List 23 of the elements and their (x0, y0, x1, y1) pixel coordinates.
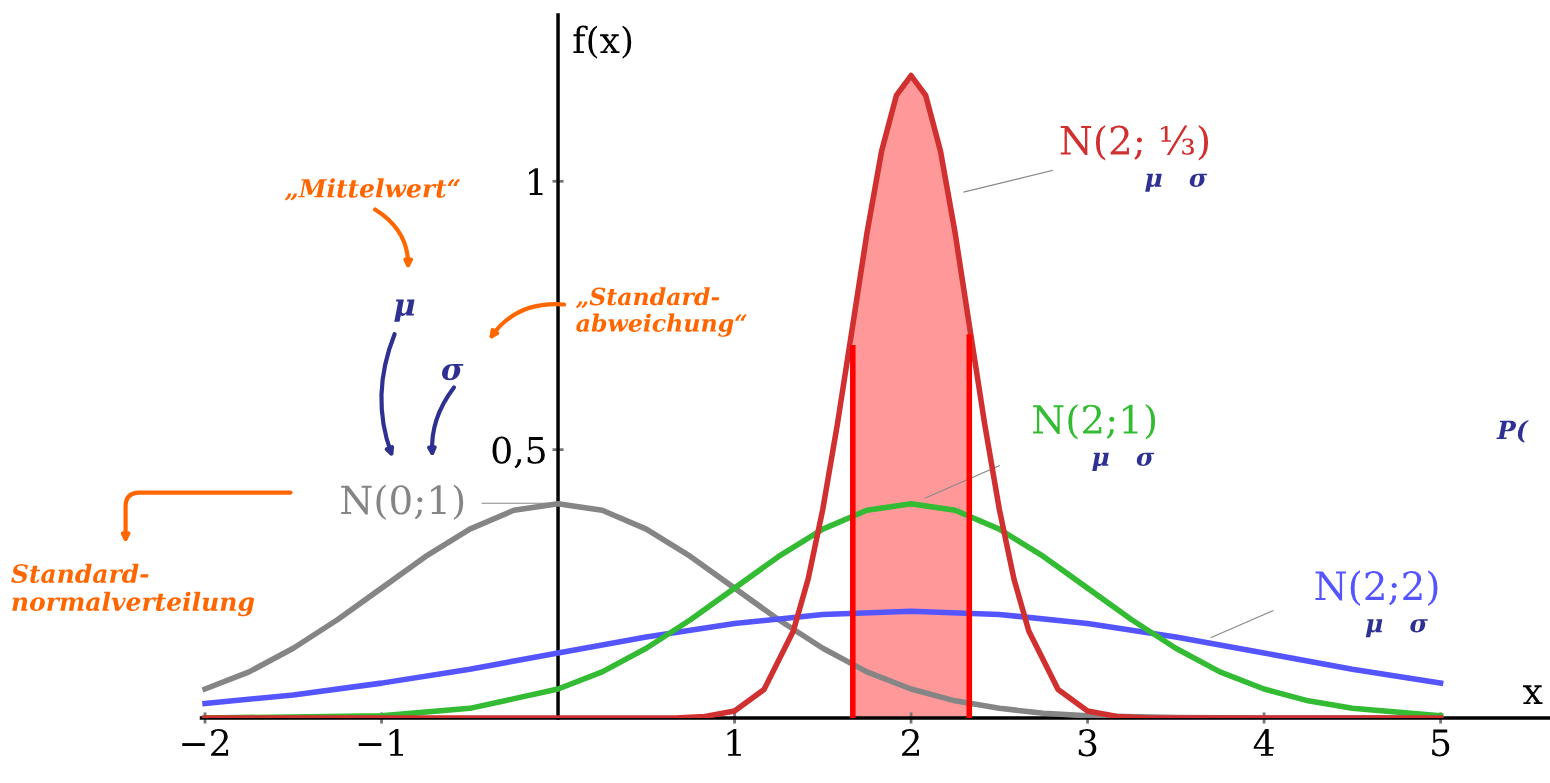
annotation: „Standard- abweichung“ (576, 287, 747, 337)
x-tick-label: −2 (182, 729, 229, 756)
series-label: N(2;2) (1315, 570, 1438, 606)
annotation: σ (441, 364, 464, 381)
series-label: N(0;1) (341, 484, 464, 521)
x-tick-label: 5 (1432, 729, 1450, 757)
x-tick-label: 4 (1253, 729, 1274, 756)
y-tick-label: 0,5 (492, 436, 545, 469)
x-tick-label: −1 (358, 729, 404, 756)
annotation: „Mittelwert“ (284, 178, 460, 201)
annotation: μ (394, 299, 415, 322)
x-tick-label: 3 (1078, 729, 1097, 757)
x-tick-label: 2 (902, 729, 919, 756)
annotation: Standard- normalverteilung (11, 563, 255, 617)
annotation: μ σ (1365, 619, 1428, 638)
annotation: P( (1496, 419, 1529, 443)
annotation: μ σ (1092, 452, 1155, 471)
text: N(2;1) (1033, 403, 1156, 440)
text: N(2; ⅓) (1060, 124, 1209, 161)
annotation: μ σ (1145, 173, 1208, 192)
x-tick-label: 1 (727, 729, 741, 756)
y-axis-title: f(x) (573, 25, 632, 59)
x-axis-title: x (1523, 685, 1543, 705)
